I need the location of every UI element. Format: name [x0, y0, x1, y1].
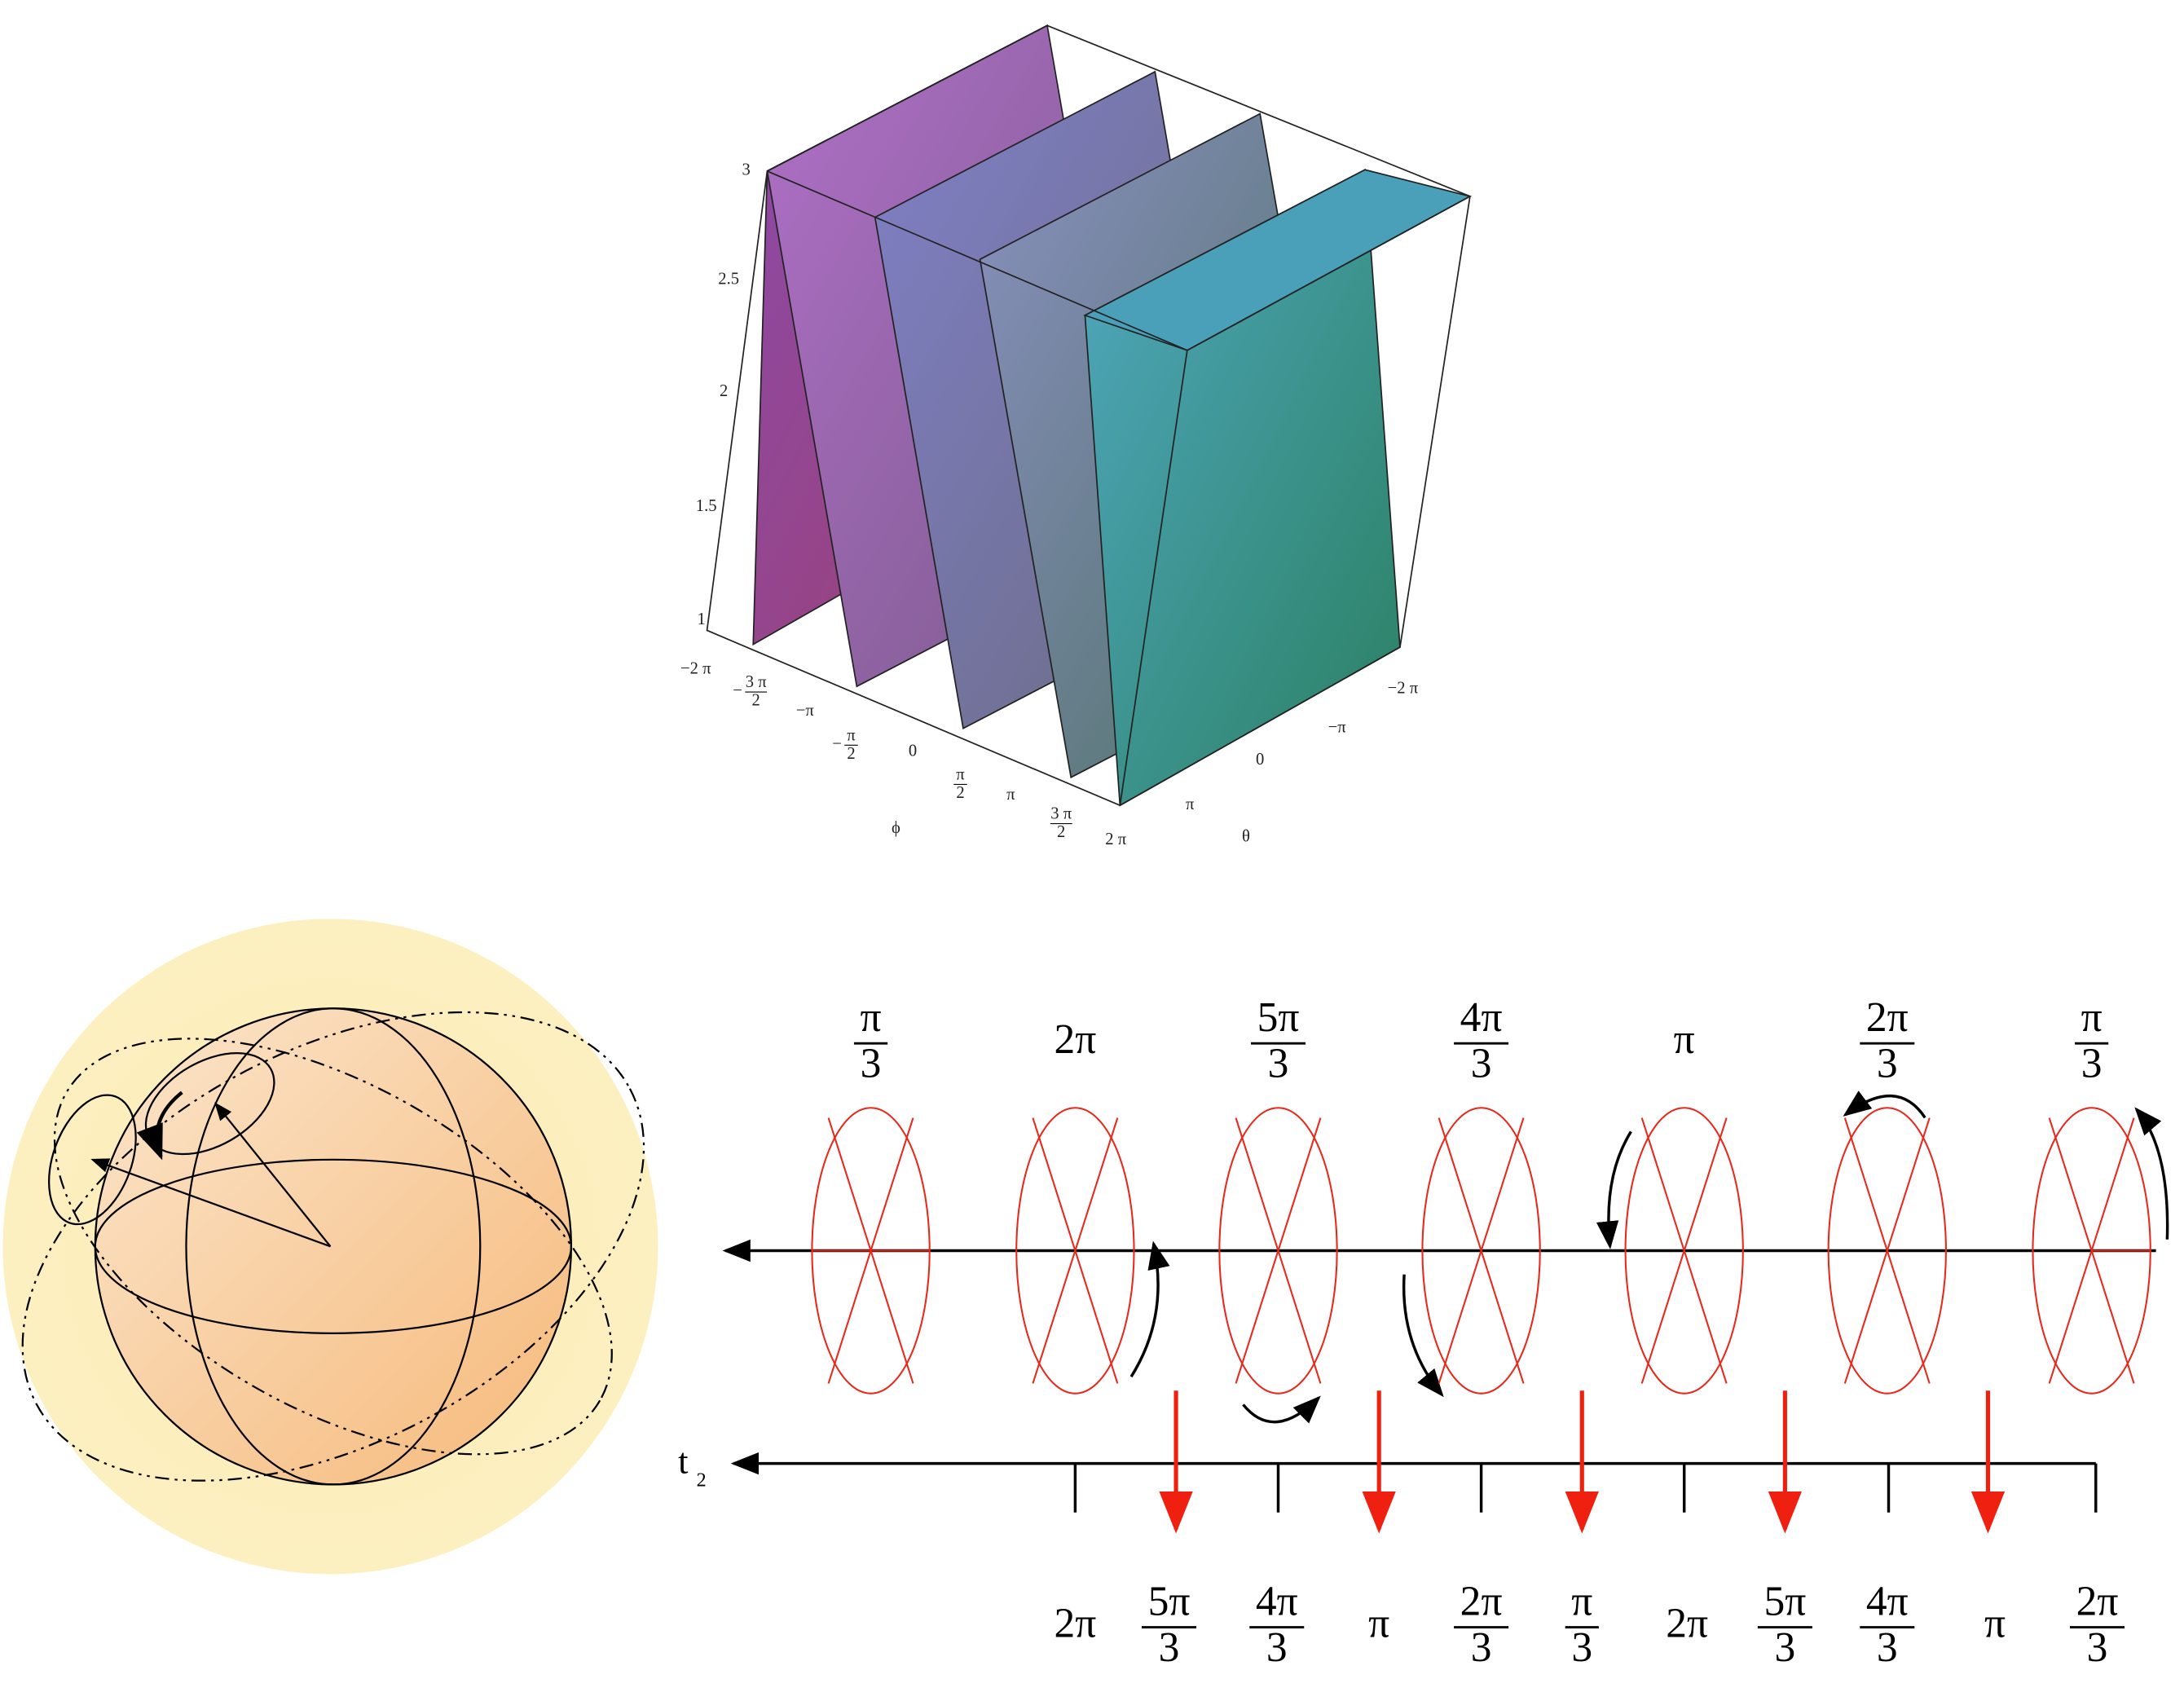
phi-tick-label-sign: −: [832, 735, 842, 753]
time-label-numerator: 2π: [2076, 1579, 2119, 1625]
phase-circle: [1015, 1107, 1135, 1395]
rotation-arrow: [1596, 1130, 1632, 1249]
rotation-arrow: [1129, 1240, 1170, 1378]
z-tick-label: 1.5: [696, 497, 717, 515]
z-tick-label: 2: [720, 382, 728, 400]
phi-axis-label: ϕ: [892, 819, 900, 837]
surface-plot-labels: 32.521.51−2 π3 π2−−ππ2− 0π2 π3 π2 2 πϕ−2 π−…: [680, 161, 1419, 848]
time-label-numerator: π: [1571, 1579, 1592, 1625]
phase-label-denominator: 3: [2081, 1040, 2103, 1086]
theta-tick-label: −2 π: [1388, 679, 1419, 697]
phase-circle: [1218, 1107, 1338, 1395]
phi-tick-label-numerator: π: [847, 726, 856, 744]
phase-spoke: [1438, 1117, 1525, 1384]
phase-label-denominator: 3: [861, 1040, 882, 1086]
phi-tick-label: 0: [909, 742, 917, 760]
phase-label-numerator: 4π: [1460, 994, 1503, 1041]
phi-tick-label-denominator: 2: [1057, 823, 1065, 841]
sphere: [94, 1007, 573, 1486]
time-label-denominator: 3: [1471, 1624, 1492, 1671]
phase-ellipse: [1624, 1107, 1744, 1395]
time-label-denominator: 3: [1877, 1624, 1898, 1671]
phi-tick-label: −π: [796, 702, 815, 720]
z-tick-label: 1: [698, 610, 706, 628]
time-label: π: [1368, 1600, 1389, 1646]
phase-ellipse: [1827, 1107, 1947, 1395]
phase-circle: [2032, 1107, 2151, 1395]
phase-spoke: [1032, 1117, 1119, 1384]
phase-label-numerator: 2π: [1866, 994, 1909, 1041]
theta-tick-label: −π: [1328, 718, 1347, 736]
time-label: 2π: [1054, 1600, 1096, 1646]
phi-tick-label-denominator: 2: [752, 692, 760, 710]
phase-spoke: [1843, 1117, 1931, 1384]
phi-tick-label-denominator: 2: [956, 784, 964, 802]
rotation-arrow: [136, 1091, 183, 1161]
phi-tick-label: 2 π: [1105, 831, 1126, 848]
orbit: [53, 1038, 613, 1456]
phi-tick-label-numerator: 3 π: [746, 673, 767, 691]
rotation-arrows: [1129, 1091, 2169, 1424]
phi-tick-label-sign: −: [733, 682, 742, 700]
phase-circle: [1827, 1107, 1947, 1395]
phase-circle: [811, 1107, 931, 1395]
vector: [214, 1102, 332, 1248]
theta-tick-label: π: [1186, 795, 1195, 813]
phase-label: 2π: [1054, 1016, 1096, 1063]
theta-tick-label: 0: [1256, 751, 1264, 769]
phase-label-denominator: 3: [1877, 1040, 1898, 1086]
vector: [90, 1158, 331, 1248]
phase-spoke: [1640, 1117, 1728, 1384]
phase-ellipse: [1421, 1107, 1541, 1395]
surface-plot: [706, 24, 1473, 807]
phase-label-denominator: 3: [1268, 1040, 1289, 1086]
time-label-numerator: 2π: [1460, 1579, 1503, 1625]
theta-axis-label: θ: [1242, 827, 1250, 845]
phi-tick-label: −2 π: [680, 659, 711, 677]
time-label-denominator: 3: [2087, 1624, 2108, 1671]
time-label-denominator: 3: [1571, 1624, 1592, 1671]
phi-tick-label: π: [1006, 786, 1015, 804]
time-axis-subscript: 2: [697, 1469, 707, 1491]
phase-ellipse: [1218, 1107, 1338, 1395]
time-label-numerator: 4π: [1256, 1579, 1298, 1625]
phase-circle: [1421, 1107, 1541, 1395]
rotation-arrow: [1402, 1274, 1444, 1398]
phi-tick-label-numerator: 3 π: [1050, 804, 1072, 822]
z-tick-label: 2.5: [718, 271, 739, 289]
phase-spoke: [1235, 1117, 1322, 1384]
meridian: [185, 1007, 482, 1486]
time-label-numerator: 5π: [1763, 1579, 1806, 1625]
time-label-numerator: 4π: [1866, 1579, 1909, 1625]
time-label-denominator: 3: [1775, 1624, 1796, 1671]
rotation-arrow: [2134, 1107, 2169, 1240]
phase-circle: [1624, 1107, 1744, 1395]
z-tick-label: 3: [742, 161, 751, 179]
rotation-arrow: [1242, 1395, 1321, 1424]
time-label-denominator: 3: [1159, 1624, 1180, 1671]
phase-label-numerator: 5π: [1257, 994, 1300, 1041]
time-label-denominator: 3: [1266, 1624, 1288, 1671]
time-axis-label: t: [678, 1441, 689, 1482]
time-label: 2π: [1666, 1600, 1708, 1646]
phase-label-numerator: π: [2081, 994, 2103, 1041]
phi-tick-label-denominator: 2: [847, 745, 855, 763]
orbit: [21, 1011, 645, 1482]
rotation-arrow: [1843, 1091, 1926, 1119]
time-label: π: [1984, 1600, 2006, 1646]
phi-tick-label-numerator: π: [956, 765, 965, 783]
phase-ellipse: [1015, 1107, 1135, 1395]
phase-label-denominator: 3: [1471, 1040, 1492, 1086]
phase-label: π: [1674, 1016, 1695, 1063]
time-label-numerator: 5π: [1148, 1579, 1191, 1625]
phase-label-numerator: π: [861, 994, 882, 1041]
sphere-diagram: [2, 919, 658, 1575]
box-edge: [1119, 350, 1188, 806]
